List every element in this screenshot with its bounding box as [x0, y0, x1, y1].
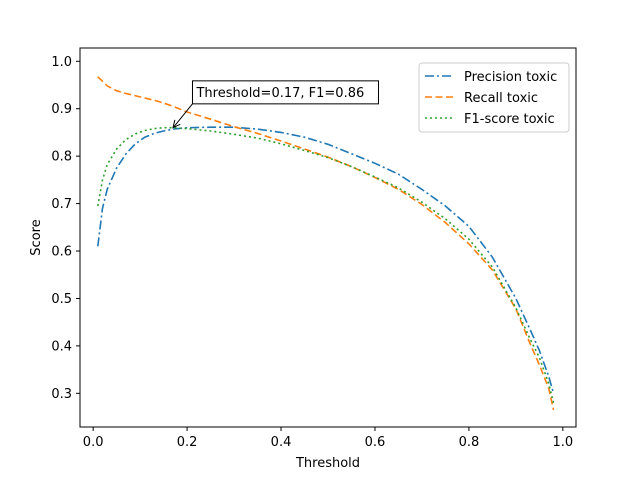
y-tick-label: 0.4	[51, 339, 72, 354]
x-axis-label: Threshold	[295, 456, 360, 471]
legend-label-0: Precision toxic	[464, 70, 557, 85]
series-line-2	[97, 126, 555, 403]
y-tick-label: 0.8	[51, 150, 72, 165]
y-tick-label: 1.0	[51, 55, 72, 70]
y-tick-label: 0.7	[51, 197, 72, 212]
x-tick-label: 0.8	[459, 435, 480, 450]
y-axis-label: Score	[29, 219, 44, 255]
x-tick-label: 0.4	[271, 435, 292, 450]
x-tick-label: 0.2	[177, 435, 198, 450]
x-tick-label: 1.0	[553, 435, 574, 450]
x-tick-label: 0.6	[365, 435, 386, 450]
y-tick-label: 0.6	[51, 245, 72, 260]
series-line-0	[97, 126, 555, 394]
plot-area-frame	[79, 47, 577, 428]
y-tick-label: 0.9	[51, 102, 72, 117]
annotation-box	[191, 80, 379, 105]
legend-label-1: Recall toxic	[464, 91, 538, 106]
y-tick-label: 0.3	[51, 387, 72, 402]
legend-box	[418, 62, 570, 133]
annotation-arrowhead	[172, 119, 181, 129]
legend-label-2: F1-score toxic	[464, 112, 555, 127]
x-tick-label: 0.0	[83, 435, 104, 450]
annotation-text: Threshold=0.17, F1=0.86	[195, 86, 364, 101]
y-tick-label: 0.5	[51, 292, 72, 307]
annotation-arrow	[173, 103, 193, 128]
